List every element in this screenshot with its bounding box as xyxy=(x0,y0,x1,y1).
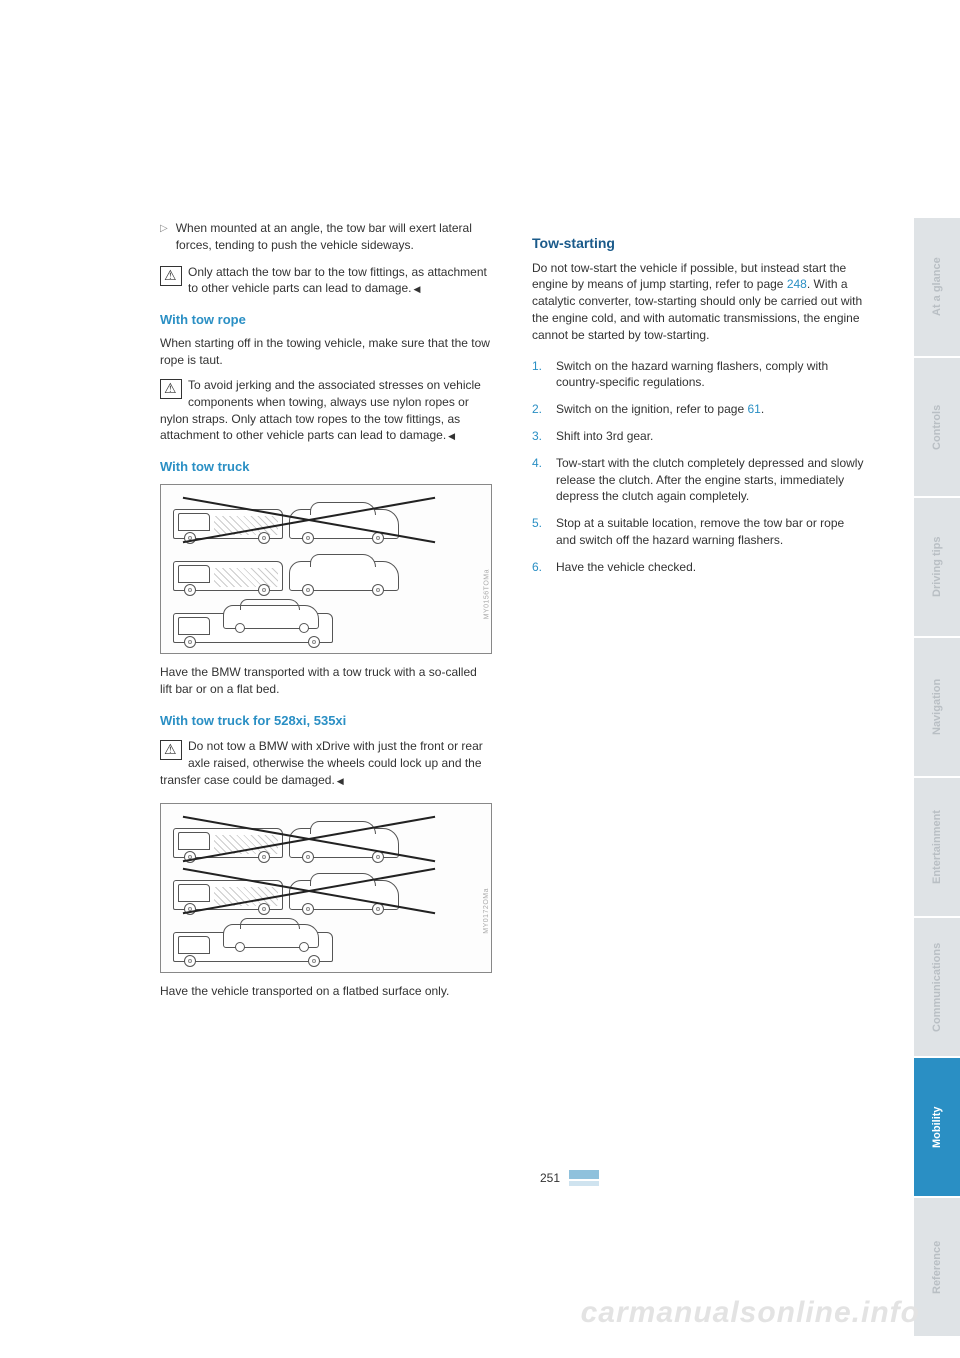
warning-text: Only attach the tow bar to the tow fitti… xyxy=(188,265,487,296)
step-text: Tow-start with the clutch completely dep… xyxy=(556,455,864,505)
heading-tow-rope: With tow rope xyxy=(160,311,492,329)
step-number: 1. xyxy=(532,358,546,392)
warning-block: Do not tow a BMW with xDrive with just t… xyxy=(160,738,492,788)
step-text: Switch on the hazard warning flashers, c… xyxy=(556,358,864,392)
warning-block: To avoid jerking and the associated stre… xyxy=(160,377,492,444)
step-item: 1. Switch on the hazard warning flashers… xyxy=(532,358,864,392)
step-number: 2. xyxy=(532,401,546,418)
section-tab[interactable]: Controls xyxy=(914,358,960,496)
step-text: Have the vehicle checked. xyxy=(556,559,696,576)
step-item: 6. Have the vehicle checked. xyxy=(532,559,864,576)
tow-starting-intro: Do not tow-start the vehicle if possible… xyxy=(532,260,864,344)
figure-credit: MY0172OMa xyxy=(482,888,492,934)
section-tab[interactable]: Mobility xyxy=(914,1058,960,1196)
section-tab[interactable]: Entertainment xyxy=(914,778,960,916)
step-item: 5. Stop at a suitable location, remove t… xyxy=(532,515,864,549)
page-number-bars-icon xyxy=(569,1170,599,1188)
figure-credit: MY0156TOMa xyxy=(482,569,492,619)
warning-icon xyxy=(160,266,182,286)
heading-tow-starting: Tow-starting xyxy=(532,234,864,254)
page-number: 251 xyxy=(540,1170,599,1188)
flatbed-text: Have the vehicle transported on a flatbe… xyxy=(160,983,492,1000)
watermark: carmanualsonline.info xyxy=(581,1296,920,1330)
tow-truck-text: Have the BMW transported with a tow truc… xyxy=(160,664,492,698)
triangle-bullet-icon: ▷ xyxy=(160,222,168,254)
warning-block: Only attach the tow bar to the tow fitti… xyxy=(160,264,492,298)
step-text: Switch on the ignition, refer to page 61… xyxy=(556,401,764,418)
step-number: 6. xyxy=(532,559,546,576)
section-tab[interactable]: Driving tips xyxy=(914,498,960,636)
page-link[interactable]: 248 xyxy=(787,277,807,291)
section-tab[interactable]: Navigation xyxy=(914,638,960,776)
step-number: 3. xyxy=(532,428,546,445)
section-tab[interactable]: Reference xyxy=(914,1198,960,1336)
step-number: 5. xyxy=(532,515,546,549)
step-item: 2. Switch on the ignition, refer to page… xyxy=(532,401,864,418)
warning-icon xyxy=(160,740,182,760)
warning-icon xyxy=(160,379,182,399)
section-tab[interactable]: Communications xyxy=(914,918,960,1056)
tow-rope-text: When starting off in the towing vehicle,… xyxy=(160,335,492,369)
step-item: 3. Shift into 3rd gear. xyxy=(532,428,864,445)
bullet-item: ▷ When mounted at an angle, the tow bar … xyxy=(160,220,492,254)
step-text: Shift into 3rd gear. xyxy=(556,428,653,445)
step-text: Stop at a suitable location, remove the … xyxy=(556,515,864,549)
bullet-text: When mounted at an angle, the tow bar wi… xyxy=(176,220,492,254)
page-link[interactable]: 61 xyxy=(747,402,760,416)
step-item: 4. Tow-start with the clutch completely … xyxy=(532,455,864,505)
section-tab[interactable]: At a glance xyxy=(914,218,960,356)
tow-truck-xdrive-figure: MY0172OMa xyxy=(160,803,492,973)
left-column: ▷ When mounted at an angle, the tow bar … xyxy=(160,220,492,1358)
tow-truck-figure: MY0156TOMa xyxy=(160,484,492,654)
step-number: 4. xyxy=(532,455,546,505)
heading-tow-truck: With tow truck xyxy=(160,458,492,476)
warning-text: Do not tow a BMW with xDrive with just t… xyxy=(160,739,483,787)
heading-tow-truck-xdrive: With tow truck for 528xi, 535xi xyxy=(160,712,492,730)
section-tabs: At a glanceControlsDriving tipsNavigatio… xyxy=(914,0,960,1358)
warning-text: To avoid jerking and the associated stre… xyxy=(160,378,481,442)
